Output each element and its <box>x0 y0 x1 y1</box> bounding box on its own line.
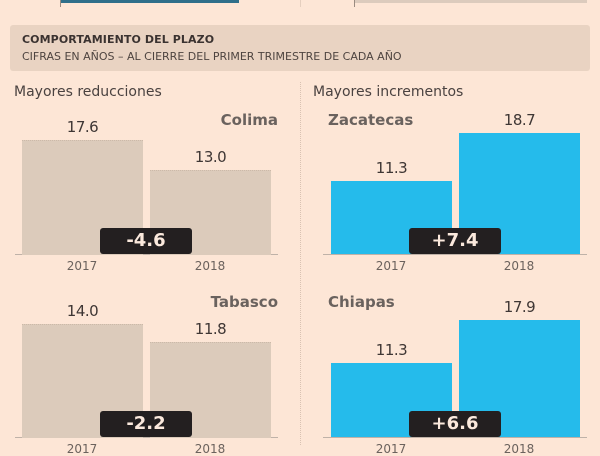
bar-value-label: 17.6 <box>66 118 99 136</box>
year-label: 2017 <box>375 259 407 273</box>
state-name: Chiapas <box>328 293 395 311</box>
bar-value-label: 13.0 <box>194 148 227 166</box>
change-badge: -4.6 <box>100 228 192 254</box>
year-label: 2017 <box>66 442 98 456</box>
section-title-increments: Mayores incrementos <box>313 84 464 100</box>
bar-value-label: 17.9 <box>503 298 536 316</box>
year-label: 2018 <box>194 259 226 273</box>
bar-value-label: 11.3 <box>375 159 408 177</box>
year-label: 2018 <box>194 442 226 456</box>
top-tick-mid <box>300 0 301 7</box>
x-axis-line <box>323 254 587 255</box>
change-badge: +7.4 <box>409 228 501 254</box>
x-axis-line <box>323 437 587 438</box>
state-name: Zacatecas <box>328 111 414 129</box>
bar-value-label: 11.8 <box>194 320 227 338</box>
year-label: 2018 <box>503 259 535 273</box>
panel-divider <box>300 82 301 445</box>
year-label: 2018 <box>503 442 535 456</box>
change-badge: -2.2 <box>100 411 192 437</box>
top-tick-right <box>354 0 355 7</box>
x-axis-line <box>15 437 278 438</box>
chart-title: COMPORTAMIENTO DEL PLAZO <box>22 33 215 46</box>
year-label: 2017 <box>375 442 407 456</box>
top-bar-fragment-right <box>354 0 587 3</box>
bar-value-label: 11.3 <box>375 341 408 359</box>
top-bar-fragment-left <box>60 0 239 3</box>
state-name: Colima <box>220 111 278 129</box>
state-name: Tabasco <box>210 293 278 311</box>
year-label: 2017 <box>66 259 98 273</box>
bar-value-label: 14.0 <box>66 302 99 320</box>
chart-header: COMPORTAMIENTO DEL PLAZO CIFRAS EN AÑOS … <box>10 25 590 71</box>
top-tick-left <box>60 0 61 7</box>
change-badge: +6.6 <box>409 411 501 437</box>
section-title-reductions: Mayores reducciones <box>14 84 162 100</box>
bar-value-label: 18.7 <box>503 111 536 129</box>
x-axis-line <box>15 254 278 255</box>
chart-subtitle: CIFRAS EN AÑOS – AL CIERRE DEL PRIMER TR… <box>22 50 402 63</box>
